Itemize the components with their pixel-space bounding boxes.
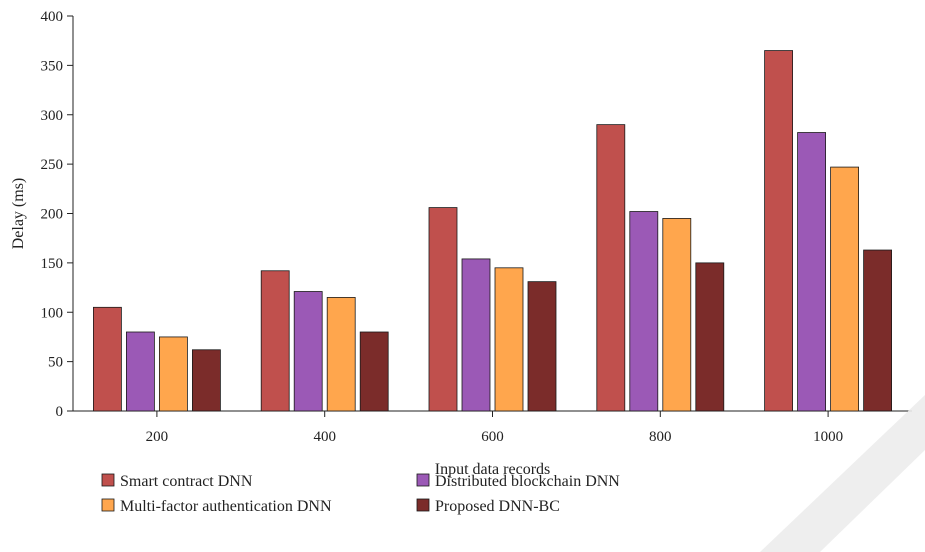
bar-distributed-blockchain-dnn-800 (629, 211, 659, 412)
bar-multi-factor-authentication-dnn-400 (326, 297, 356, 412)
bar-distributed-blockchain-dnn-400 (293, 291, 323, 412)
x-tick-label: 600 (481, 429, 504, 445)
bar-distributed-blockchain-dnn-1000 (797, 132, 826, 412)
bar-multi-factor-authentication-dnn-200 (158, 336, 188, 412)
bar-smart-contract-dnn-200 (93, 306, 122, 412)
legend-swatch (101, 498, 115, 512)
x-tick-label: 400 (313, 429, 336, 445)
legend-swatch (101, 473, 115, 487)
y-tick-label: 300 (41, 108, 64, 124)
bar-smart-contract-dnn-400 (260, 270, 290, 412)
y-tick-label: 400 (41, 9, 64, 25)
bar-proposed-dnn-bc-400 (359, 331, 389, 412)
plot-area: 0 50 100 150 200 250 300 350 400 200 400 600 800 100… (41, 9, 912, 445)
bar-proposed-dnn-bc-200 (191, 349, 221, 412)
legend-swatch (416, 498, 430, 512)
bar-multi-factor-authentication-dnn-600 (494, 267, 524, 412)
bar-multi-factor-authentication-dnn-800 (662, 218, 692, 412)
legend-label: Smart contract DNN (120, 473, 253, 490)
x-tick-label: 800 (649, 429, 672, 445)
bar-proposed-dnn-bc-800 (695, 262, 725, 412)
bar-smart-contract-dnn-600 (428, 207, 458, 412)
x-tick-label: 200 (146, 429, 169, 445)
y-axis-title: Delay (ms) (10, 178, 27, 250)
y-tick-label: 0 (56, 404, 64, 420)
bar-multi-factor-authentication-dnn-1000 (830, 166, 859, 412)
x-tick-label: 1000 (813, 429, 843, 445)
y-tick-label: 150 (41, 256, 64, 272)
x-ticks: 200 400 600 800 1000 (146, 411, 843, 445)
y-tick-label: 50 (48, 355, 63, 371)
y-tick-label: 100 (41, 305, 64, 321)
legend-label: Multi-factor authentication DNN (120, 498, 332, 515)
y-tick-label: 350 (41, 58, 64, 74)
bar-proposed-dnn-bc-600 (527, 281, 557, 412)
y-ticks: 0 50 100 150 200 250 300 350 400 (41, 9, 73, 420)
y-tick-label: 250 (41, 157, 64, 173)
legend-swatch (416, 473, 430, 487)
bars (93, 50, 892, 412)
legend-label: Distributed blockchain DNN (435, 473, 620, 490)
bar-proposed-dnn-bc-1000 (863, 249, 892, 412)
bar-smart-contract-dnn-800 (596, 124, 626, 412)
legend-label: Proposed DNN-BC (435, 498, 560, 515)
legend: Smart contract DNN Distributed blockchain… (101, 473, 620, 515)
y-tick-label: 200 (41, 207, 64, 223)
x-axis-title: Input data records (435, 461, 551, 478)
bar-smart-contract-dnn-1000 (764, 50, 793, 412)
bar-distributed-blockchain-dnn-600 (461, 258, 491, 412)
bar-distributed-blockchain-dnn-200 (126, 331, 155, 412)
